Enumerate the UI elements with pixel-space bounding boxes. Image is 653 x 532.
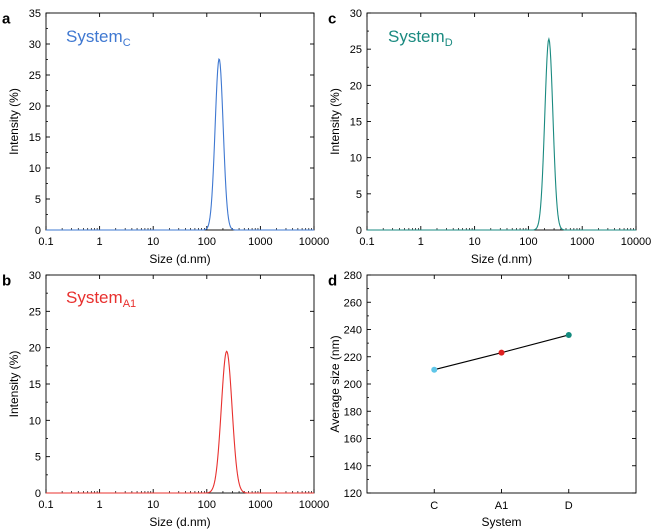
- panel-d: d 120 140 160 180 200 220 240 260 280 Average size…: [328, 270, 637, 529]
- x-tick-label: 0.1: [38, 236, 53, 248]
- x-tick-label: 1000: [248, 236, 272, 248]
- y-tick-label: 120: [344, 488, 362, 500]
- y-tick-label: 280: [344, 270, 362, 282]
- y-tick-label: 140: [344, 461, 362, 473]
- x-tick-label: 10: [147, 499, 159, 511]
- y-tick-label: 25: [29, 306, 41, 318]
- y-tick-label: 20: [350, 80, 362, 92]
- y-tick-label: 10: [350, 153, 362, 165]
- y-tick-label: 240: [344, 325, 362, 337]
- x-tick-label: C: [430, 500, 438, 512]
- data-point: [498, 349, 505, 356]
- y-tick-label: 35: [29, 8, 41, 20]
- x-tick-label: 1: [418, 236, 424, 248]
- x-axis-title: System: [481, 515, 521, 529]
- x-tick-label: 0.1: [359, 236, 374, 248]
- panel-letter: b: [2, 272, 11, 289]
- y-tick-label: 0: [356, 225, 362, 237]
- panel-c: c 0 5 10 15 20 25 30 Intensity (%) Size (d.nm) 0.1…: [328, 8, 651, 266]
- y-tick-label: 5: [35, 194, 41, 206]
- y-tick-label: 20: [29, 101, 41, 113]
- y-tick-label: 5: [35, 452, 41, 464]
- y-axis-title: Intensity (%): [328, 88, 342, 155]
- y-tick-label: 15: [29, 379, 41, 391]
- y-tick-label: 30: [350, 8, 362, 20]
- y-axis-title: Intensity (%): [7, 351, 21, 418]
- data-point: [565, 331, 572, 338]
- x-tick-label: 1: [97, 236, 103, 248]
- distribution-curve: [367, 36, 636, 231]
- x-tick-label: 10: [468, 236, 480, 248]
- y-tick-label: 220: [344, 352, 362, 364]
- y-tick-label: 20: [29, 343, 41, 355]
- x-tick-label: 100: [198, 236, 216, 248]
- y-tick-label: 30: [29, 39, 41, 51]
- x-tick-label: D: [565, 500, 573, 512]
- panel-letter: d: [328, 272, 337, 289]
- x-tick-label: 1000: [570, 236, 594, 248]
- distribution-curve: [46, 58, 314, 231]
- x-tick-label: 0.1: [38, 499, 53, 511]
- series-label-subscript: A1: [123, 298, 136, 310]
- y-tick-label: 5: [356, 189, 362, 201]
- x-tick-label: 10000: [621, 236, 652, 248]
- y-axis-title: Intensity (%): [7, 88, 21, 155]
- y-tick-label: 15: [29, 132, 41, 144]
- y-tick-label: 25: [29, 70, 41, 82]
- x-tick-label: A1: [495, 500, 508, 512]
- series-label-main: System: [66, 27, 123, 46]
- y-tick-label: 0: [35, 488, 41, 500]
- x-tick-label: 100: [519, 236, 537, 248]
- x-axis-title: Size (d.nm): [149, 515, 210, 529]
- series-label-subscript: D: [445, 37, 453, 49]
- series-label: SystemA1: [66, 288, 136, 310]
- x-tick-label: 10000: [299, 236, 330, 248]
- y-tick-label: 10: [29, 163, 41, 175]
- y-tick-label: 260: [344, 297, 362, 309]
- y-tick-label: 180: [344, 406, 362, 418]
- y-tick-label: 0: [35, 225, 41, 237]
- series-label: SystemC: [66, 27, 131, 49]
- x-axis-title: Size (d.nm): [471, 252, 532, 266]
- y-axis-title: Average size (nm): [328, 335, 342, 432]
- y-tick-label: 25: [350, 44, 362, 56]
- x-tick-label: 1: [97, 499, 103, 511]
- y-tick-label: 10: [29, 415, 41, 427]
- distribution-curve: [46, 350, 314, 494]
- x-tick-label: 10000: [299, 499, 330, 511]
- data-point: [431, 366, 438, 373]
- series-label-main: System: [388, 27, 445, 46]
- x-axis-title: Size (d.nm): [149, 252, 210, 266]
- plot-frame: [366, 274, 637, 494]
- y-tick-label: 30: [29, 270, 41, 282]
- y-tick-label: 160: [344, 434, 362, 446]
- panel-b: b 0 5 10 15 20 25 30 Intensity (%) Size (d.nm) 0.1…: [2, 270, 329, 529]
- plot-frame: [45, 274, 315, 494]
- y-tick-label: 200: [344, 379, 362, 391]
- y-tick-label: 15: [350, 117, 362, 129]
- x-tick-label: 100: [198, 499, 216, 511]
- panel-letter: a: [2, 10, 11, 27]
- series-label-subscript: C: [123, 37, 131, 49]
- panel-letter: c: [328, 10, 336, 27]
- x-tick-label: 1000: [248, 499, 272, 511]
- x-tick-label: 10: [147, 236, 159, 248]
- series-label-main: System: [66, 288, 123, 307]
- series-label: SystemD: [388, 27, 453, 49]
- panel-a: a 0 5 10 15 20 25 30 35 Intensity (%) Size (d.nm) 0…: [2, 8, 329, 266]
